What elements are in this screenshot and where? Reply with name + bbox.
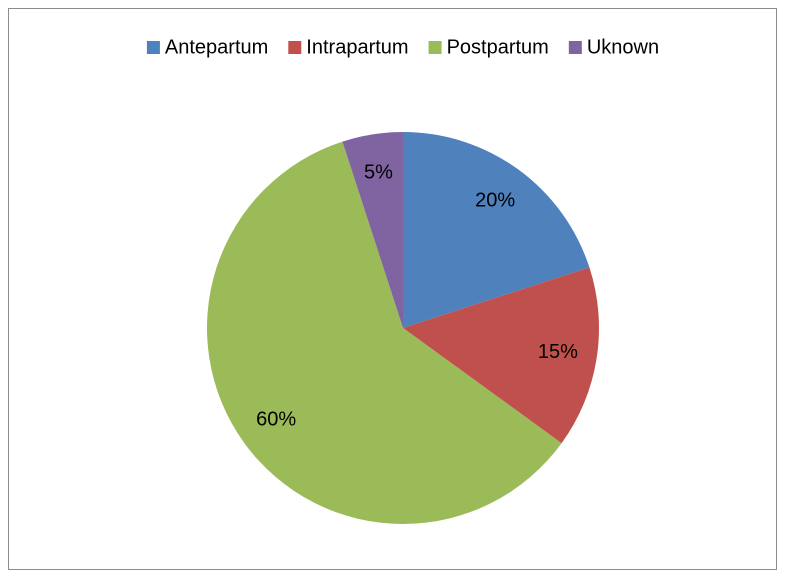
pie-slice	[403, 267, 599, 444]
legend-swatch	[428, 41, 442, 54]
pie-slice	[206, 141, 562, 524]
pie-slice	[403, 132, 590, 328]
data-label: 5%	[364, 161, 393, 183]
legend-label: Postpartum	[447, 36, 549, 58]
legend-swatch	[288, 41, 302, 54]
legend-label: Uknown	[587, 36, 659, 58]
legend-label: Antepartum	[165, 36, 268, 58]
legend-swatch	[146, 41, 160, 54]
legend-swatch	[568, 41, 582, 54]
data-label: 15%	[538, 341, 578, 363]
pie-slice	[342, 132, 403, 328]
data-label: 60%	[256, 408, 296, 430]
data-label: 20%	[475, 189, 515, 211]
legend-label: Intrapartum	[306, 36, 408, 58]
